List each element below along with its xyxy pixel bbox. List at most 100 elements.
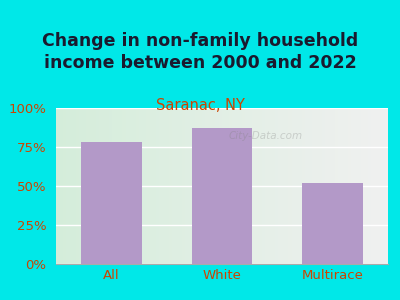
Bar	[308, 108, 312, 264]
Bar	[116, 108, 119, 264]
Bar	[102, 108, 106, 264]
Bar	[82, 108, 86, 264]
Bar	[81, 142, 142, 264]
Bar	[69, 108, 73, 264]
Bar	[132, 108, 136, 264]
Bar	[302, 183, 363, 264]
Bar	[119, 108, 122, 264]
Bar	[278, 108, 282, 264]
Bar	[99, 108, 102, 264]
Bar	[255, 108, 258, 264]
Bar	[73, 108, 76, 264]
Bar	[242, 108, 245, 264]
Bar	[235, 108, 238, 264]
Bar	[355, 108, 358, 264]
Bar	[186, 108, 189, 264]
Bar	[159, 108, 162, 264]
Bar	[295, 108, 298, 264]
Bar	[182, 108, 186, 264]
Bar	[375, 108, 378, 264]
Bar	[275, 108, 278, 264]
Bar	[59, 108, 63, 264]
Bar	[312, 108, 315, 264]
Bar	[202, 108, 206, 264]
Bar	[381, 108, 385, 264]
Bar	[86, 108, 89, 264]
Bar	[238, 108, 242, 264]
Bar	[365, 108, 368, 264]
Bar	[206, 108, 209, 264]
Bar	[225, 108, 229, 264]
Bar	[248, 108, 252, 264]
Bar	[298, 108, 302, 264]
Text: Saranac, NY: Saranac, NY	[156, 98, 244, 112]
Bar	[322, 108, 325, 264]
Bar	[338, 108, 342, 264]
Bar	[76, 108, 79, 264]
Bar	[192, 128, 252, 264]
Bar	[156, 108, 159, 264]
Bar	[305, 108, 308, 264]
Bar	[112, 108, 116, 264]
Bar	[288, 108, 292, 264]
Bar	[136, 108, 139, 264]
Bar	[109, 108, 112, 264]
Bar	[56, 108, 59, 264]
Bar	[212, 108, 215, 264]
Bar	[265, 108, 268, 264]
Bar	[192, 108, 196, 264]
Bar	[315, 108, 318, 264]
Bar	[325, 108, 328, 264]
Bar	[368, 108, 371, 264]
Bar	[385, 108, 388, 264]
Bar	[282, 108, 285, 264]
Bar	[169, 108, 172, 264]
Bar	[352, 108, 355, 264]
Bar	[318, 108, 322, 264]
Bar	[149, 108, 152, 264]
Bar	[292, 108, 295, 264]
Bar	[209, 108, 212, 264]
Bar	[222, 108, 225, 264]
Bar	[229, 108, 232, 264]
Bar	[172, 108, 176, 264]
Bar	[176, 108, 179, 264]
Bar	[268, 108, 272, 264]
Bar	[129, 108, 132, 264]
Bar	[63, 108, 66, 264]
Bar	[89, 108, 92, 264]
Bar	[342, 108, 345, 264]
Bar	[348, 108, 352, 264]
Bar	[252, 108, 255, 264]
Bar	[358, 108, 362, 264]
Bar	[371, 108, 375, 264]
Bar	[378, 108, 381, 264]
Bar	[196, 108, 199, 264]
Bar	[146, 108, 149, 264]
Bar	[189, 108, 192, 264]
Bar	[335, 108, 338, 264]
Bar	[179, 108, 182, 264]
Bar	[92, 108, 96, 264]
Bar	[258, 108, 262, 264]
Bar	[285, 108, 288, 264]
Bar	[106, 108, 109, 264]
Bar	[142, 108, 146, 264]
Bar	[96, 108, 99, 264]
Bar	[345, 108, 348, 264]
Bar	[328, 108, 332, 264]
Bar	[126, 108, 129, 264]
Bar	[79, 108, 82, 264]
Bar	[362, 108, 365, 264]
Bar	[245, 108, 248, 264]
Text: Change in non-family household
income between 2000 and 2022: Change in non-family household income be…	[42, 32, 358, 72]
Text: City-Data.com: City-Data.com	[228, 131, 302, 141]
Bar	[302, 108, 305, 264]
Bar	[215, 108, 219, 264]
Bar	[262, 108, 265, 264]
Bar	[332, 108, 335, 264]
Bar	[232, 108, 235, 264]
Bar	[199, 108, 202, 264]
Bar	[122, 108, 126, 264]
Bar	[272, 108, 275, 264]
